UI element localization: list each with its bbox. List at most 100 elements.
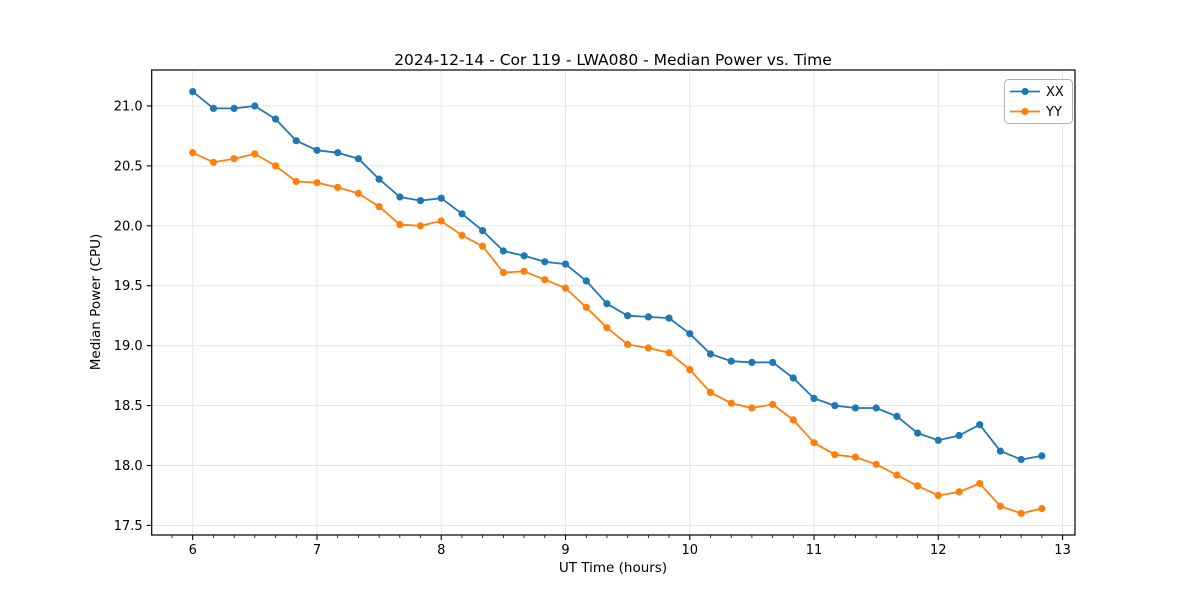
data-point-YY <box>230 155 238 163</box>
data-point-XX <box>851 404 860 412</box>
legend: XX YY <box>1004 79 1073 124</box>
series-line-XX <box>192 90 1042 461</box>
data-point-XX <box>810 394 818 402</box>
data-point-YY <box>893 471 901 479</box>
data-point-XX <box>582 277 590 285</box>
data-point-XX <box>1017 455 1025 464</box>
data-point-YY <box>996 502 1005 510</box>
y-tick-label: 18.5 <box>114 399 143 414</box>
data-point-YY <box>624 340 632 348</box>
data-point-XX <box>665 314 673 322</box>
data-point-XX <box>520 252 528 260</box>
x-tick-label: 10 <box>682 543 699 558</box>
data-point-XX <box>624 312 632 320</box>
data-point-YY <box>375 203 383 211</box>
data-point-XX <box>396 193 404 201</box>
series-line-YY <box>192 151 1043 515</box>
data-point-YY <box>976 479 984 488</box>
data-point-YY <box>706 388 715 396</box>
data-point-YY <box>665 349 673 357</box>
data-point-XX <box>686 330 694 338</box>
x-tick-label: 7 <box>313 543 321 558</box>
data-point-YY <box>748 404 756 412</box>
data-point-XX <box>914 429 922 437</box>
plot-frame <box>151 69 1076 536</box>
x-tick-label: 9 <box>561 543 569 558</box>
data-point-XX <box>872 404 880 412</box>
data-point-YY <box>686 366 694 374</box>
data-point-XX <box>541 258 549 266</box>
data-point-XX <box>769 358 777 366</box>
tick-layer: 6 7 8 9 10 11 12 13 17.5 18.0 18.5 19.0 19.5 20.0 20.5… <box>114 99 1071 558</box>
legend-box <box>1004 79 1073 124</box>
data-point-XX <box>727 357 735 365</box>
series-layer <box>189 88 1046 517</box>
data-point-XX <box>499 247 507 255</box>
data-point-YY <box>251 150 259 158</box>
data-point-YY <box>541 276 549 284</box>
y-tick-label: 21.0 <box>114 99 143 114</box>
data-point-YY <box>209 158 218 166</box>
data-point-XX <box>230 104 238 112</box>
data-point-XX <box>251 102 259 110</box>
data-point-XX <box>334 149 342 157</box>
data-point-YY <box>499 268 507 277</box>
data-point-YY <box>1038 505 1046 513</box>
y-tick-label: 18.0 <box>114 459 143 474</box>
data-point-XX <box>375 175 383 183</box>
data-point-YY <box>479 242 487 250</box>
legend-item-XX: XX <box>1046 85 1064 100</box>
data-point-YY <box>437 217 445 225</box>
data-point-YY <box>520 267 528 275</box>
data-point-XX <box>748 358 756 366</box>
data-point-YY <box>582 303 590 311</box>
x-tick-label: 6 <box>189 543 197 558</box>
data-point-YY <box>955 488 963 496</box>
data-point-YY <box>810 439 818 447</box>
data-point-XX <box>955 431 963 440</box>
data-point-YY <box>354 189 362 197</box>
x-tick-label: 8 <box>437 543 445 558</box>
y-tick-label: 20.5 <box>114 159 143 174</box>
data-point-YY <box>769 400 777 408</box>
data-point-YY <box>1017 509 1025 517</box>
data-point-YY <box>396 221 404 229</box>
data-point-YY <box>458 231 466 239</box>
data-point-YY <box>727 399 735 407</box>
y-tick-label: 19.5 <box>114 279 143 294</box>
data-point-XX <box>292 137 300 145</box>
y-tick-label: 19.0 <box>114 339 143 354</box>
data-point-XX <box>603 300 611 308</box>
data-point-XX <box>1038 452 1046 460</box>
data-point-XX <box>789 374 797 382</box>
data-point-YY <box>603 324 611 332</box>
grid-layer <box>151 70 1075 535</box>
data-point-XX <box>644 313 653 321</box>
legend-marker-XX <box>1021 87 1029 96</box>
data-point-YY <box>416 222 425 230</box>
data-point-YY <box>644 344 653 352</box>
data-point-XX <box>458 210 466 218</box>
data-point-XX <box>189 88 197 96</box>
data-point-XX <box>437 194 445 202</box>
data-point-YY <box>934 491 942 500</box>
y-tick-label: 17.5 <box>114 519 143 534</box>
x-axis-label: UT Time (hours) <box>559 560 667 576</box>
data-point-YY <box>334 183 342 191</box>
data-point-YY <box>872 460 880 468</box>
data-point-XX <box>561 260 570 268</box>
data-point-XX <box>831 402 839 410</box>
chart-title: 2024-12-14 - Cor 119 - LWA080 - Median P… <box>394 51 832 69</box>
data-point-XX <box>479 227 487 235</box>
x-tick-label: 12 <box>930 543 947 558</box>
data-point-XX <box>893 412 901 420</box>
data-point-YY <box>189 149 197 157</box>
data-point-XX <box>354 155 362 163</box>
data-point-XX <box>416 197 425 205</box>
x-tick-label: 11 <box>806 543 823 558</box>
data-point-XX <box>313 146 321 154</box>
data-point-XX <box>209 104 218 112</box>
data-point-YY <box>292 177 300 186</box>
legend-item-YY: YY <box>1045 105 1062 120</box>
